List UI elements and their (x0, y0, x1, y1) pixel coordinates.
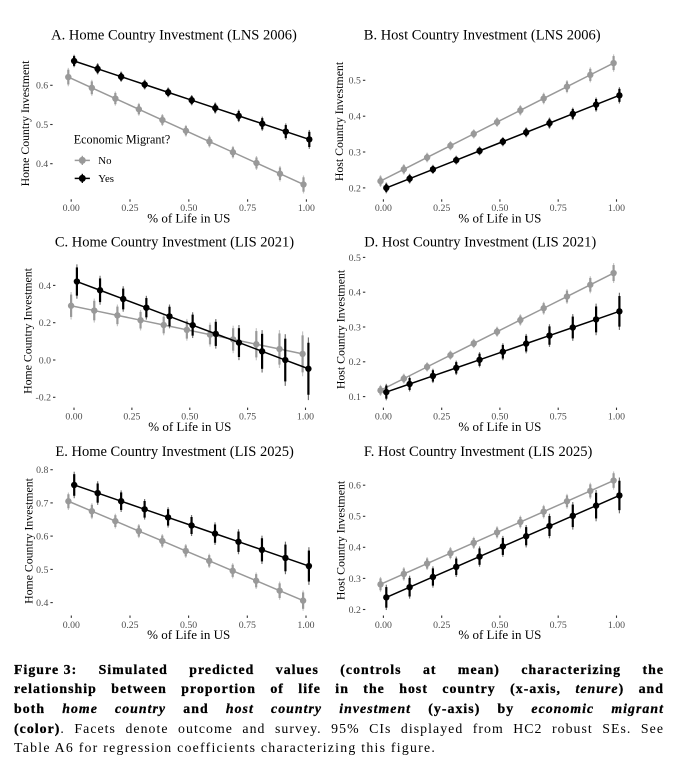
svg-text:0.2: 0.2 (39, 318, 51, 329)
svg-text:Yes: Yes (98, 173, 114, 185)
svg-text:C. Home Country Investment (LI: C. Home Country Investment (LIS 2021) (55, 235, 294, 251)
svg-text:0.6: 0.6 (36, 81, 48, 92)
svg-text:Host Country Investment: Host Country Investment (333, 480, 347, 600)
svg-text:1.00: 1.00 (298, 203, 315, 214)
svg-text:0.2: 0.2 (349, 605, 361, 616)
svg-text:0.4: 0.4 (36, 598, 48, 609)
svg-text:% of Life in US: % of Life in US (147, 627, 230, 642)
svg-text:0.8: 0.8 (36, 465, 48, 476)
svg-text:0.00: 0.00 (65, 412, 82, 423)
svg-text:0.75: 0.75 (550, 203, 567, 214)
svg-text:0.1: 0.1 (349, 392, 361, 403)
svg-text:F. Host Country Investment (LI: F. Host Country Investment (LIS 2025) (364, 444, 593, 460)
svg-text:0.75: 0.75 (550, 412, 567, 423)
svg-text:0.00: 0.00 (375, 412, 392, 423)
svg-text:0.25: 0.25 (121, 203, 138, 214)
svg-text:1.00: 1.00 (608, 203, 625, 214)
svg-text:% of Life in US: % of Life in US (458, 211, 541, 226)
svg-text:0.6: 0.6 (36, 532, 48, 543)
svg-text:0.5: 0.5 (36, 120, 48, 131)
svg-text:0.50: 0.50 (180, 203, 197, 214)
svg-text:1.00: 1.00 (297, 412, 314, 423)
svg-text:0.25: 0.25 (433, 620, 450, 631)
svg-text:0.2: 0.2 (349, 357, 361, 368)
svg-text:0.00: 0.00 (63, 620, 80, 631)
svg-text:0.50: 0.50 (491, 412, 508, 423)
svg-text:0.7: 0.7 (36, 498, 48, 509)
svg-text:0.5: 0.5 (36, 565, 48, 576)
svg-text:0.5: 0.5 (349, 253, 361, 264)
svg-text:0.00: 0.00 (375, 620, 392, 631)
svg-text:0.3: 0.3 (349, 322, 361, 333)
svg-text:0.0: 0.0 (39, 355, 51, 366)
svg-text:0.25: 0.25 (433, 412, 450, 423)
svg-text:Host Country Investment: Host Country Investment (332, 61, 346, 181)
svg-text:Home Country Investment: Home Country Investment (18, 60, 32, 187)
svg-text:E. Home Country Investment (LI: E. Home Country Investment (LIS 2025) (55, 444, 294, 460)
svg-text:0.5: 0.5 (349, 512, 361, 523)
svg-text:0.2: 0.2 (349, 183, 361, 194)
svg-text:0.4: 0.4 (349, 543, 361, 554)
svg-text:0.00: 0.00 (375, 203, 392, 214)
svg-text:Host Country Investment: Host Country Investment (333, 269, 347, 389)
svg-text:1.00: 1.00 (297, 620, 314, 631)
svg-text:D. Host Country Investment (LI: D. Host Country Investment (LIS 2021) (364, 235, 596, 251)
svg-text:% of Life in US: % of Life in US (148, 419, 231, 434)
svg-text:0.50: 0.50 (181, 412, 198, 423)
svg-text:0.50: 0.50 (491, 620, 508, 631)
svg-text:0.75: 0.75 (239, 620, 256, 631)
svg-text:% of Life in US: % of Life in US (458, 419, 541, 434)
svg-text:0.50: 0.50 (180, 620, 197, 631)
svg-text:B. Host Country Investment (LN: B. Host Country Investment (LNS 2006) (364, 28, 601, 44)
svg-text:0.50: 0.50 (491, 203, 508, 214)
svg-text:Home Country Investment: Home Country Investment (21, 477, 35, 604)
svg-text:0.25: 0.25 (123, 412, 140, 423)
svg-text:0.4: 0.4 (349, 288, 361, 299)
svg-text:-0.2: -0.2 (35, 393, 51, 404)
svg-text:0.3: 0.3 (349, 574, 361, 585)
svg-text:0.4: 0.4 (39, 281, 51, 292)
svg-text:0.6: 0.6 (349, 481, 361, 492)
svg-text:0.4: 0.4 (349, 112, 361, 123)
svg-text:0.75: 0.75 (550, 620, 567, 631)
svg-text:0.3: 0.3 (349, 147, 361, 158)
svg-text:0.25: 0.25 (433, 203, 450, 214)
svg-text:0.4: 0.4 (36, 159, 48, 170)
svg-text:1.00: 1.00 (608, 620, 625, 631)
svg-text:A. Home Country Investment (LN: A. Home Country Investment (LNS 2006) (51, 28, 297, 44)
svg-text:Economic Migrant?: Economic Migrant? (74, 133, 170, 147)
svg-text:0.75: 0.75 (239, 203, 256, 214)
svg-text:Home Country Investment: Home Country Investment (20, 267, 34, 394)
svg-text:0.25: 0.25 (121, 620, 138, 631)
svg-text:% of Life in US: % of Life in US (147, 211, 230, 226)
svg-text:0.75: 0.75 (239, 412, 256, 423)
svg-text:No: No (98, 155, 111, 167)
svg-text:0.00: 0.00 (63, 203, 80, 214)
svg-text:% of Life in US: % of Life in US (458, 627, 541, 642)
svg-text:0.5: 0.5 (349, 76, 361, 87)
svg-text:1.00: 1.00 (608, 412, 625, 423)
